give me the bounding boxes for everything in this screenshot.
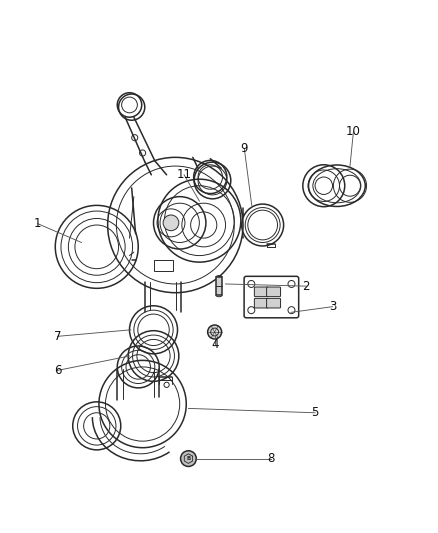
Bar xyxy=(153,260,173,271)
Text: 5: 5 xyxy=(311,406,319,419)
Text: 10: 10 xyxy=(346,125,361,138)
Text: B: B xyxy=(186,456,191,461)
Text: 1: 1 xyxy=(34,217,42,230)
Text: 4: 4 xyxy=(211,338,219,351)
FancyBboxPatch shape xyxy=(254,287,268,297)
Text: 7: 7 xyxy=(54,330,61,343)
Text: 8: 8 xyxy=(268,452,275,465)
Circle shape xyxy=(180,451,196,466)
FancyBboxPatch shape xyxy=(267,298,281,308)
FancyBboxPatch shape xyxy=(267,287,281,297)
Text: 11: 11 xyxy=(177,168,191,181)
Circle shape xyxy=(208,325,222,339)
Text: 6: 6 xyxy=(54,364,61,377)
FancyBboxPatch shape xyxy=(254,298,268,308)
FancyBboxPatch shape xyxy=(244,276,299,318)
Text: 3: 3 xyxy=(329,300,336,313)
Text: 2: 2 xyxy=(303,280,310,293)
Bar xyxy=(216,277,222,295)
Circle shape xyxy=(163,215,179,231)
Text: 9: 9 xyxy=(240,142,248,155)
